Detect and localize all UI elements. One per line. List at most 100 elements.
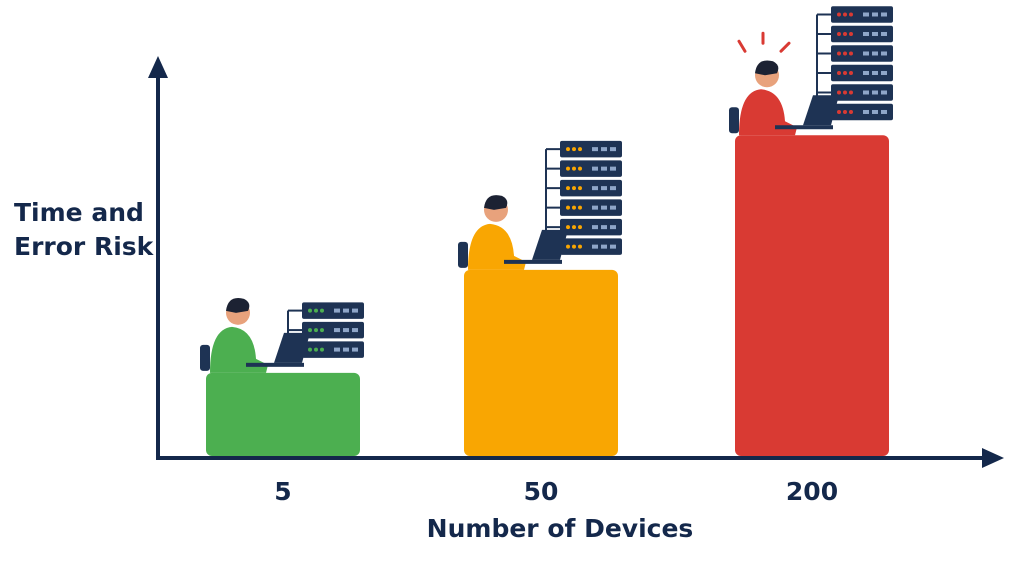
laptop-base (504, 259, 562, 264)
server-slot (601, 205, 607, 210)
laptop-base (246, 362, 304, 367)
server-unit (560, 179, 622, 197)
server-led (320, 328, 324, 333)
server-slot (863, 31, 869, 36)
server-slot (592, 147, 598, 152)
server-led (849, 31, 853, 36)
server-led (837, 90, 841, 95)
x-tick-label: 200 (786, 477, 838, 506)
server-led (572, 225, 576, 230)
server-led (308, 308, 312, 313)
server-unit (831, 25, 893, 43)
server-slot (872, 51, 878, 56)
server-slot (334, 328, 340, 333)
server-slot (881, 31, 887, 36)
server-slot (601, 244, 607, 249)
server-led (566, 166, 570, 171)
server-slot (610, 147, 616, 152)
server-led (578, 147, 582, 152)
server-led (578, 166, 582, 171)
chair (200, 344, 210, 371)
server-led (572, 186, 576, 191)
server-slot (352, 308, 358, 313)
server-led (843, 109, 847, 114)
server-led (837, 51, 841, 56)
server-unit (302, 341, 364, 358)
y-axis-arrow (148, 56, 168, 78)
laptop-screen (274, 332, 310, 363)
server-led (314, 328, 318, 333)
server-slot (610, 244, 616, 249)
server-led (849, 90, 853, 95)
server-slot (592, 205, 598, 210)
server-slot (881, 12, 887, 17)
server-led (849, 12, 853, 17)
server-slot (601, 147, 607, 152)
server-led (849, 109, 853, 114)
server-led (843, 12, 847, 17)
server-slot (881, 90, 887, 95)
bar (464, 269, 618, 456)
server-led (837, 31, 841, 36)
server-unit (560, 140, 622, 158)
server-slot (601, 186, 607, 191)
x-tick-label: 5 (274, 477, 291, 506)
server-led (837, 70, 841, 75)
server-unit (560, 160, 622, 177)
server-unit (560, 218, 622, 236)
person-body (739, 89, 797, 136)
server-slot (872, 90, 878, 95)
server-led (566, 147, 570, 152)
server-slot (610, 166, 616, 171)
person-body (468, 223, 526, 270)
server-slot (872, 31, 878, 36)
server-slot (881, 51, 887, 56)
server-unit (831, 6, 893, 23)
server-unit (560, 199, 622, 216)
server-slot (352, 347, 358, 352)
server-slot (863, 90, 869, 95)
server-unit (302, 321, 364, 339)
server-slot (863, 109, 869, 114)
server-led (566, 186, 570, 191)
bar (735, 135, 889, 457)
server-slot (592, 186, 598, 191)
x-axis-title: Number of Devices (427, 514, 694, 543)
server-unit (302, 302, 364, 319)
server-led (843, 51, 847, 56)
server-slot (610, 225, 616, 230)
server-led (320, 308, 324, 313)
server-led (314, 308, 318, 313)
chair (729, 107, 739, 134)
server-slot (592, 166, 598, 171)
server-led (308, 328, 312, 333)
server-led (566, 244, 570, 249)
server-slot (863, 70, 869, 75)
server-slot (610, 186, 616, 191)
server-led (837, 109, 841, 114)
x-axis-arrow (982, 448, 1004, 468)
stress-mark (779, 41, 791, 53)
server-slot (872, 70, 878, 75)
person-hair (484, 195, 508, 210)
server-unit (560, 238, 622, 255)
server-unit (831, 103, 893, 121)
server-unit (831, 64, 893, 82)
server-slot (343, 347, 349, 352)
person-body (210, 326, 268, 373)
server-slot (592, 225, 598, 230)
server-led (578, 186, 582, 191)
server-slot (343, 308, 349, 313)
server-slot (343, 328, 349, 333)
server-slot (601, 166, 607, 171)
server-led (572, 166, 576, 171)
server-slot (872, 12, 878, 17)
server-slot (863, 51, 869, 56)
x-tick-label: 50 (524, 477, 559, 506)
server-led (849, 51, 853, 56)
y-axis-title: Time and Error Risk (14, 198, 154, 261)
server-led (578, 205, 582, 210)
server-led (308, 347, 312, 352)
